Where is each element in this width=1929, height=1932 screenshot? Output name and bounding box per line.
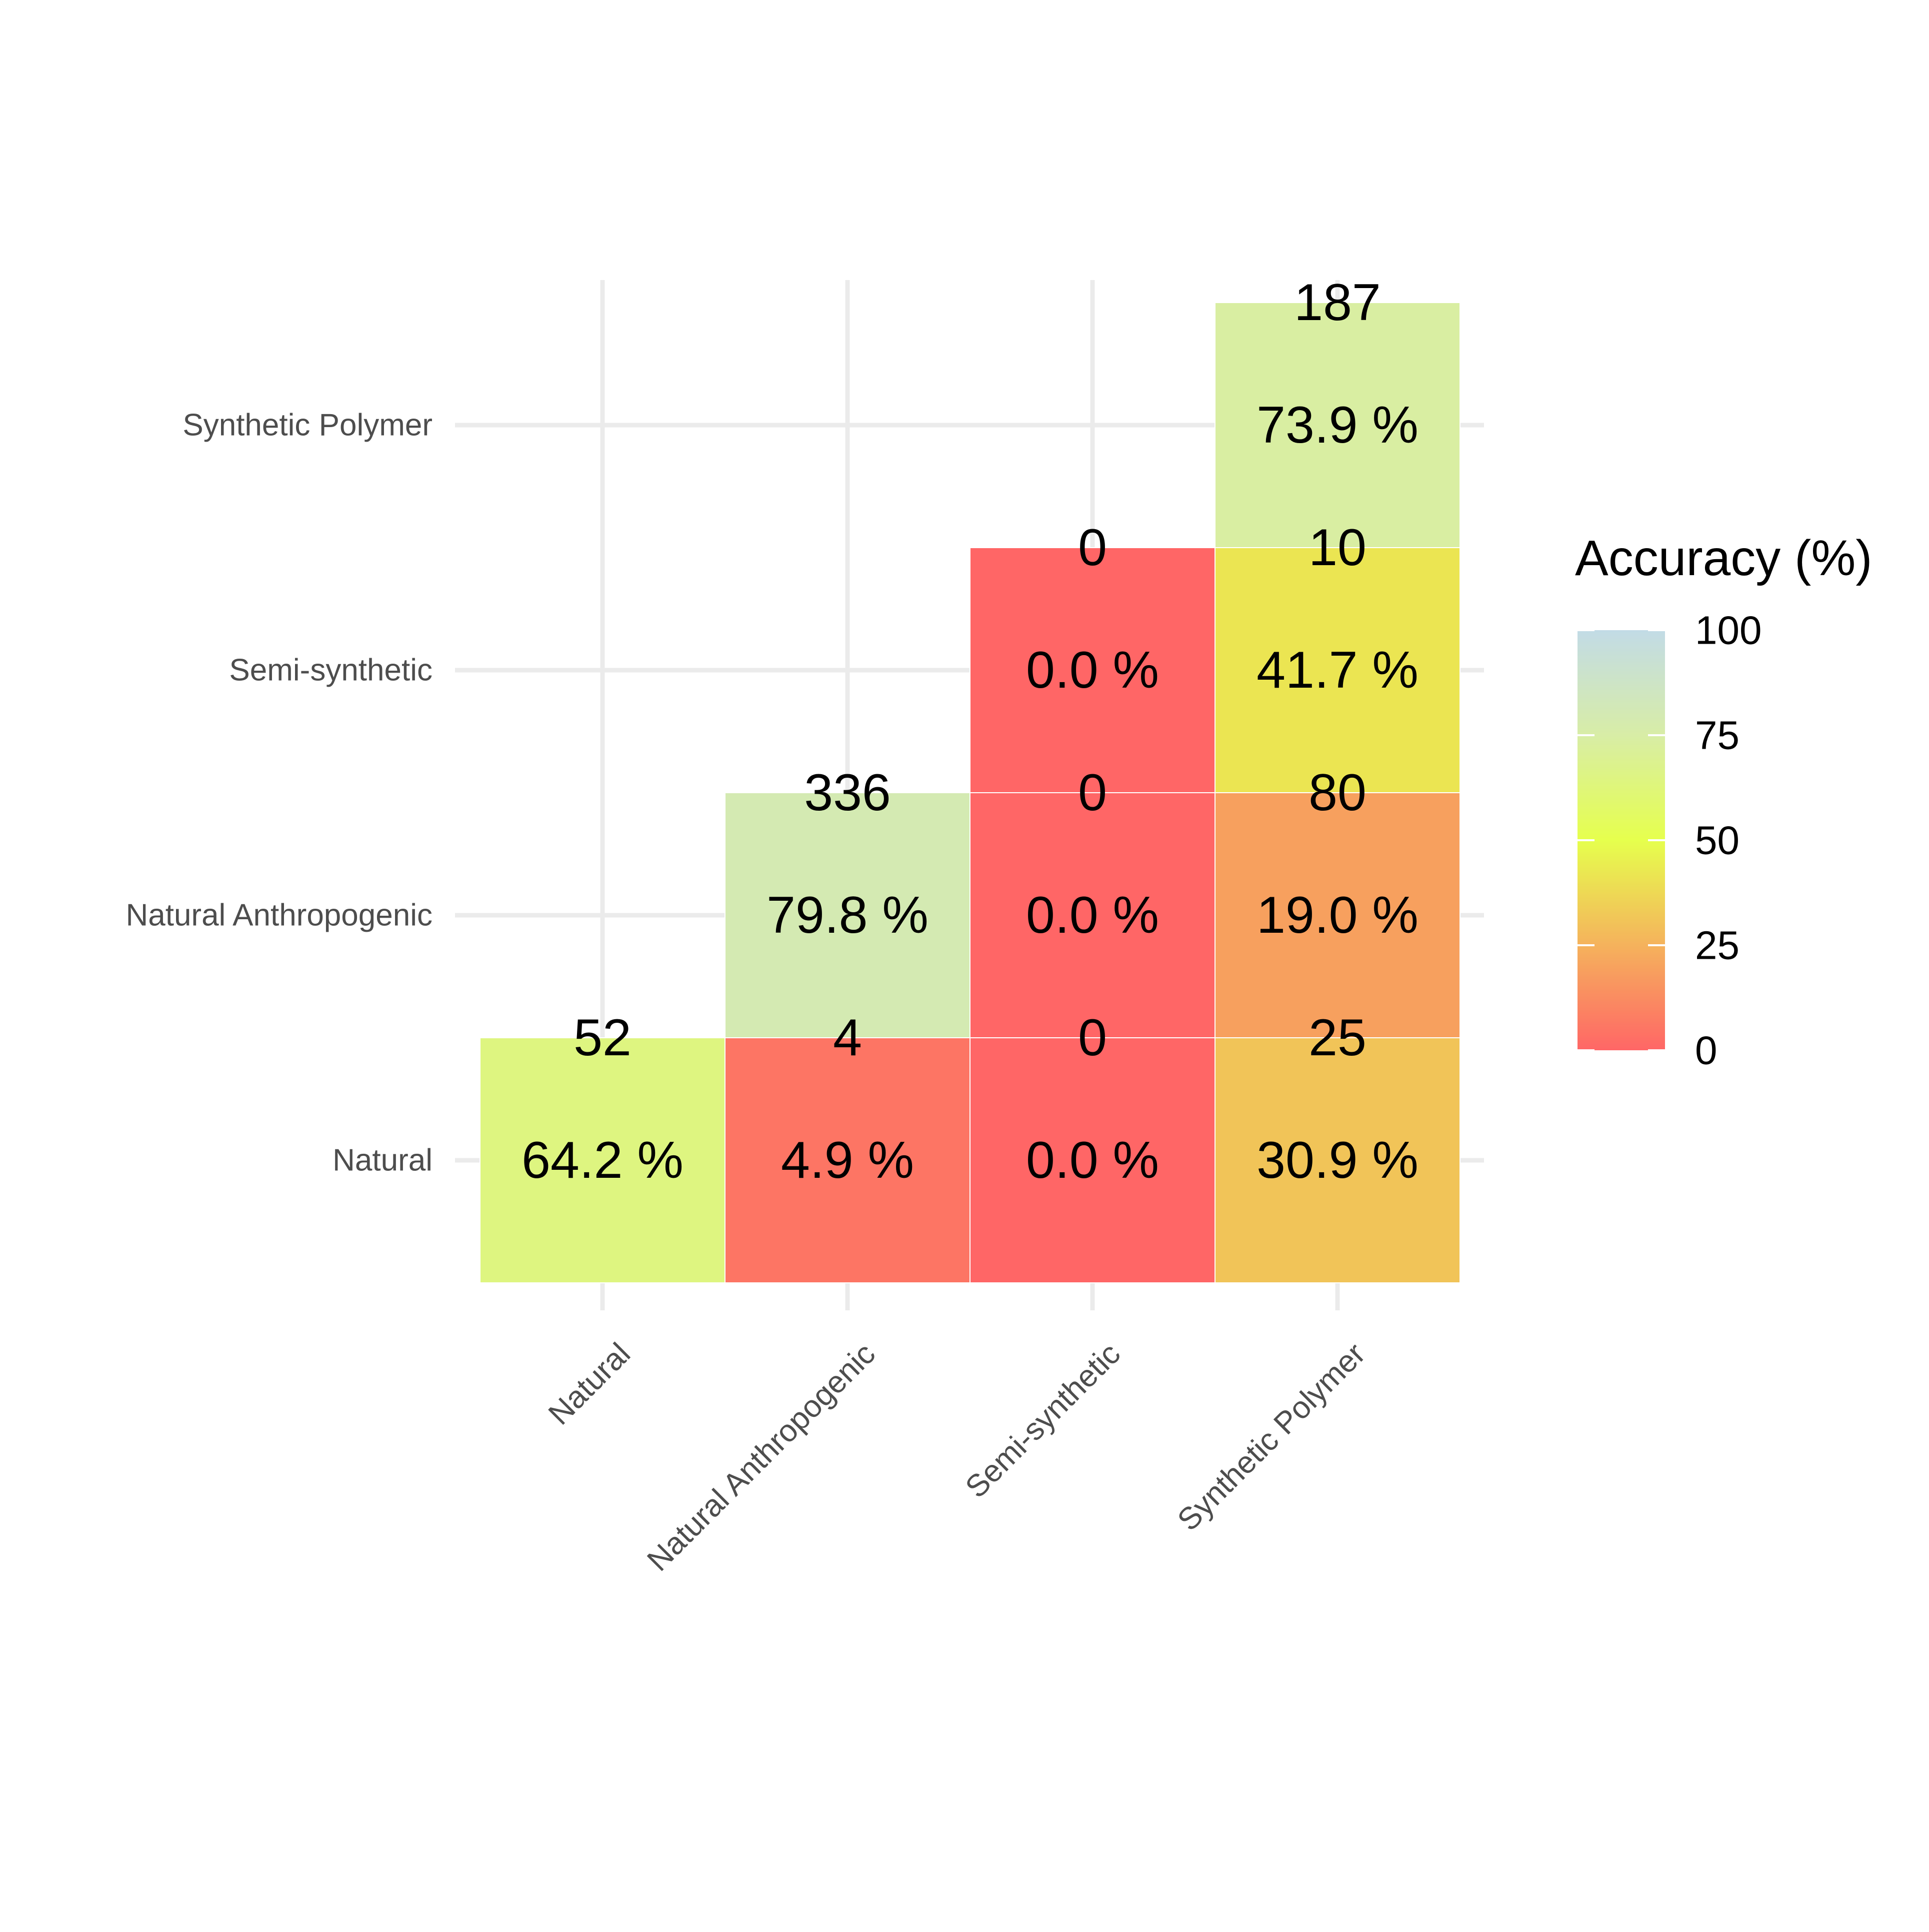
heatmap-cell-synthetic-polymer-vs-semi-synthetic (1214, 547, 1460, 793)
heatmap-cell-semi-synthetic-vs-natural (970, 1037, 1216, 1283)
y-tick-label-natural-anthropogenic: Natural Anthropogenic (126, 898, 432, 933)
heatmap-cell-natural-anthropogenic-vs-natural (724, 1037, 970, 1283)
cell-percent-semi-synthetic-vs-natural: 0.0 % (1026, 1131, 1159, 1189)
cell-count-synthetic-polymer-vs-natural: 25 (1308, 1009, 1366, 1067)
legend: Accuracy (%) 0 25 50 75 100 (1575, 530, 1872, 1073)
legend-title: Accuracy (%) (1575, 530, 1872, 586)
cell-count-semi-synthetic-vs-semi-synthetic: 0 (1078, 519, 1107, 577)
cell-percent-synthetic-polymer-vs-natural-anthropogenic: 19.0 % (1256, 886, 1418, 944)
x-tick-label-natural: Natural (542, 1336, 637, 1431)
y-tick-label-semi-synthetic: Semi-synthetic (229, 653, 432, 688)
cell-count-synthetic-polymer-vs-synthetic-polymer: 187 (1294, 274, 1381, 332)
heatmap-cell-natural-anthropogenic-vs-natural-anthropogenic (724, 792, 970, 1038)
cell-count-natural-anthropogenic-vs-natural-anthropogenic: 336 (804, 764, 891, 822)
x-tick-label-natural-anthropogenic: Natural Anthropogenic (640, 1336, 882, 1578)
heatmap-cell-natural-vs-natural (480, 1037, 726, 1283)
cell-percent-synthetic-polymer-vs-natural: 30.9 % (1256, 1131, 1418, 1189)
y-tick-label-natural: Natural (332, 1143, 432, 1178)
cell-percent-synthetic-polymer-vs-semi-synthetic: 41.7 % (1256, 641, 1418, 699)
x-tick-label-semi-synthetic: Semi-synthetic (959, 1336, 1127, 1504)
cell-count-synthetic-polymer-vs-natural-anthropogenic: 80 (1308, 764, 1366, 822)
cell-percent-natural-anthropogenic-vs-natural-anthropogenic: 79.8 % (766, 886, 928, 944)
cell-layer (480, 302, 1460, 1283)
heatmap-cell-semi-synthetic-vs-natural-anthropogenic (970, 792, 1216, 1038)
cell-count-synthetic-polymer-vs-semi-synthetic: 10 (1308, 519, 1366, 577)
cell-percent-natural-vs-natural: 64.2 % (522, 1131, 684, 1189)
cell-count-semi-synthetic-vs-natural-anthropogenic: 0 (1078, 764, 1107, 822)
legend-tick-label-25: 25 (1695, 923, 1740, 968)
cell-percent-semi-synthetic-vs-natural-anthropogenic: 0.0 % (1026, 886, 1159, 944)
legend-tick-label-100: 100 (1695, 608, 1762, 653)
cell-percent-natural-anthropogenic-vs-natural: 4.9 % (781, 1131, 914, 1189)
legend-tick-label-0: 0 (1695, 1028, 1718, 1073)
heatmap-cell-synthetic-polymer-vs-synthetic-polymer (1214, 302, 1460, 548)
cell-count-semi-synthetic-vs-natural: 0 (1078, 1009, 1107, 1067)
heatmap-cell-synthetic-polymer-vs-natural (1214, 1037, 1460, 1283)
legend-tick-label-50: 50 (1695, 818, 1740, 863)
y-tick-label-synthetic-polymer: Synthetic Polymer (182, 408, 432, 443)
cell-count-natural-vs-natural: 52 (574, 1009, 632, 1067)
cell-count-natural-anthropogenic-vs-natural: 4 (833, 1009, 862, 1067)
cell-label-layer: 52 64.2 % 4 4.9 % 0 0.0 % 25 30.9 % 336 79.8 % 0 0.… (522, 274, 1418, 1189)
x-tick-label-synthetic-polymer: Synthetic Polymer (1171, 1336, 1372, 1537)
legend-tick-label-75: 75 (1695, 713, 1740, 758)
cell-percent-semi-synthetic-vs-semi-synthetic: 0.0 % (1026, 641, 1159, 699)
cell-percent-synthetic-polymer-vs-synthetic-polymer: 73.9 % (1256, 396, 1418, 454)
heatmap-cell-semi-synthetic-vs-semi-synthetic (970, 547, 1216, 793)
